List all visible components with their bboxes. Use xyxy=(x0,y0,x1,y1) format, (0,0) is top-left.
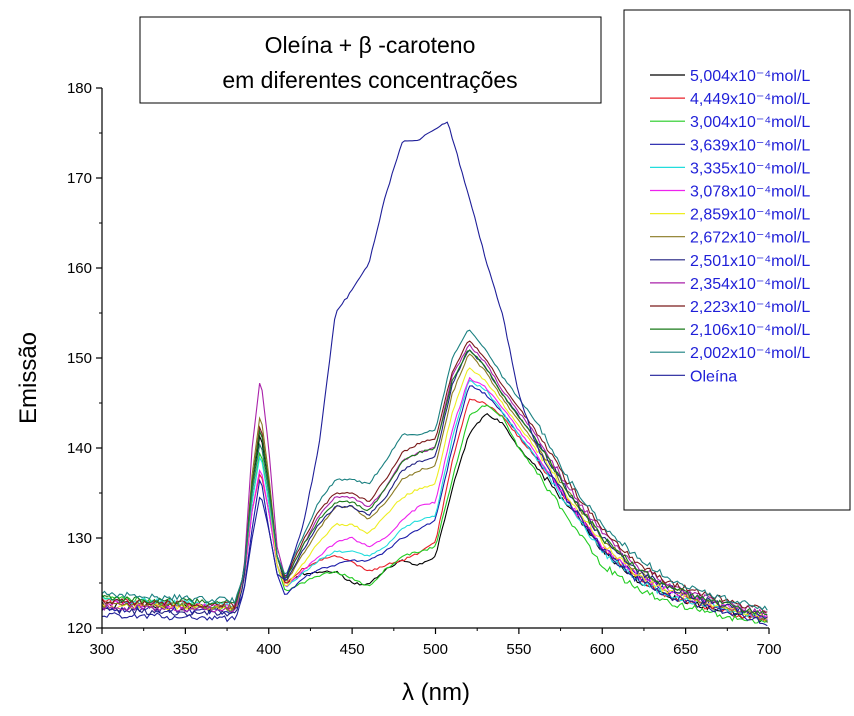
y-tick-label: 130 xyxy=(67,530,92,547)
series-line xyxy=(101,329,768,611)
x-tick-label: 450 xyxy=(340,641,365,658)
legend: 5,004x10⁻⁴mol/L 4,449x10⁻⁴mol/L 3,004x10⁻⁴… xyxy=(650,68,810,385)
legend-label: 3,004x10⁻⁴mol/L xyxy=(690,114,810,131)
x-tick-label: 600 xyxy=(590,641,615,658)
x-tick-label: 500 xyxy=(423,641,448,658)
y-tick-label: 180 xyxy=(67,80,92,97)
x-tick-label: 650 xyxy=(673,641,698,658)
x-axis-title: λ (nm) xyxy=(402,679,470,706)
y-tick-label: 170 xyxy=(67,170,92,187)
chart-title-line2: em diferentes concentrações xyxy=(222,67,517,93)
title-box xyxy=(139,16,602,104)
legend-label: 3,335x10⁻⁴mol/L xyxy=(690,160,810,177)
x-tick-label: 300 xyxy=(89,641,114,658)
series-line xyxy=(101,340,768,613)
plot-lines xyxy=(101,121,768,627)
y-ticks: 120 130 140 150 160 170 180 xyxy=(67,80,102,637)
series-line xyxy=(101,367,768,623)
series-line xyxy=(101,349,768,616)
y-axis-title: Emissão xyxy=(15,332,42,424)
x-tick-label: 700 xyxy=(756,641,781,658)
legend-label: 3,078x10⁻⁴mol/L xyxy=(690,184,810,201)
legend-label: Oleína xyxy=(690,368,737,385)
legend-label: 2,672x10⁻⁴mol/L xyxy=(690,230,810,247)
y-tick-label: 140 xyxy=(67,440,92,457)
legend-label: 2,354x10⁻⁴mol/L xyxy=(690,276,810,293)
legend-label: 2,106x10⁻⁴mol/L xyxy=(690,322,810,339)
x-tick-label: 550 xyxy=(506,641,531,658)
legend-label: 5,004x10⁻⁴mol/L xyxy=(690,68,810,85)
x-ticks: 300 350 400 450 500 550 600 650 700 xyxy=(89,628,782,658)
y-tick-label: 160 xyxy=(67,260,92,277)
x-tick-label: 350 xyxy=(173,641,198,658)
legend-label: 2,002x10⁻⁴mol/L xyxy=(690,345,810,362)
series-line xyxy=(101,121,768,627)
legend-label: 2,501x10⁻⁴mol/L xyxy=(690,253,810,270)
legend-label: 3,639x10⁻⁴mol/L xyxy=(690,137,810,154)
legend-label: 2,859x10⁻⁴mol/L xyxy=(690,207,810,224)
y-tick-label: 120 xyxy=(67,620,92,637)
chart-title-line1: Oleína + β -caroteno xyxy=(265,32,476,58)
legend-label: 4,449x10⁻⁴mol/L xyxy=(690,91,810,108)
legend-label: 2,223x10⁻⁴mol/L xyxy=(690,299,810,316)
x-tick-label: 400 xyxy=(256,641,281,658)
y-tick-label: 150 xyxy=(67,350,92,367)
